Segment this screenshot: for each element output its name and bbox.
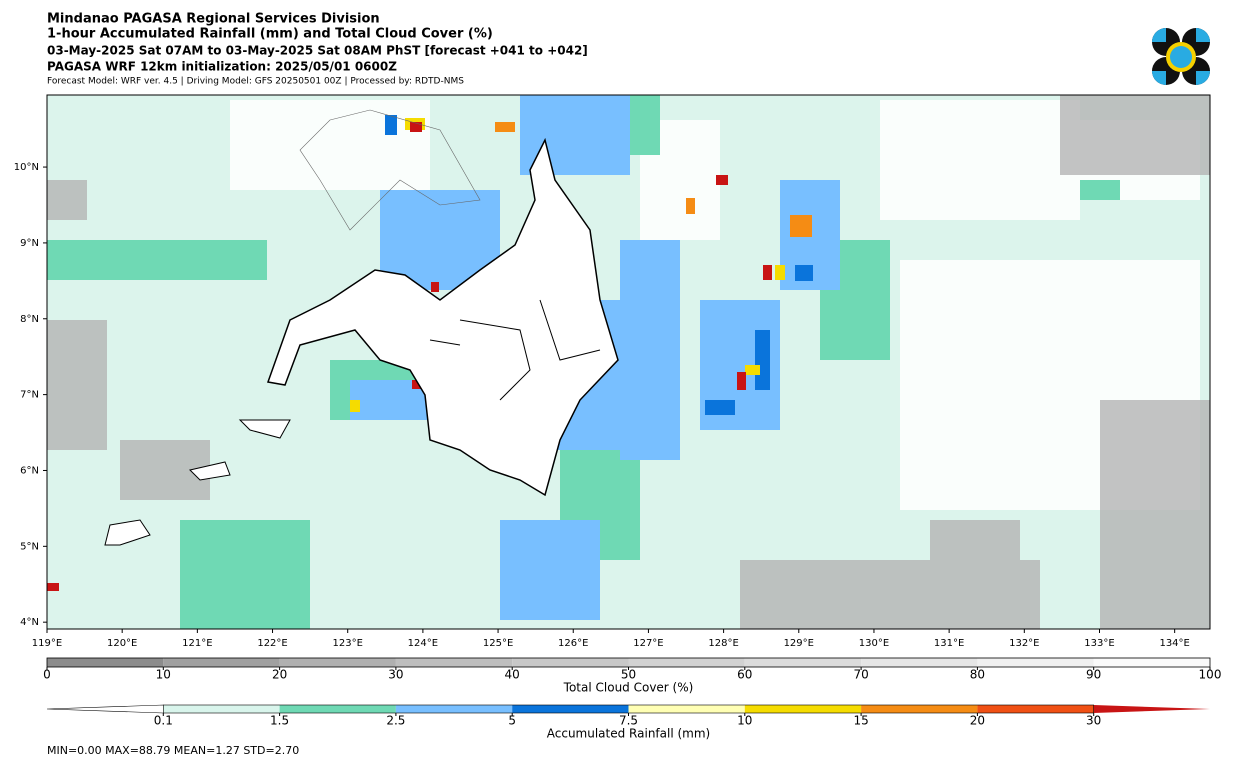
cloud-tick-label: 60: [737, 668, 752, 682]
rain-tick-label: 0.1: [154, 714, 173, 728]
cloud-segment: [47, 658, 164, 667]
rain-tick-label: 30: [1086, 714, 1101, 728]
stats: MIN=0.00 MAX=88.79 MEAN=1.27 STD=2.70: [47, 744, 299, 757]
x-tick-label: 121°E: [182, 638, 212, 649]
x-tick-label: 127°E: [633, 638, 663, 649]
y-tick-label: 7°N: [20, 390, 39, 401]
cloud-tick-label: 70: [853, 668, 868, 682]
cloud-segment: [512, 658, 629, 667]
period: 03-May-2025 Sat 07AM to 03-May-2025 Sat …: [47, 44, 588, 58]
cloud-segment: [977, 658, 1094, 667]
rain-segment: [163, 705, 280, 713]
logo: [1152, 28, 1210, 85]
x-tick-label: 126°E: [558, 638, 588, 649]
x-tick-label: 131°E: [934, 638, 964, 649]
cloud-tick-label: 90: [1086, 668, 1101, 682]
rain-tick-label: 10: [737, 714, 752, 728]
x-tick-label: 129°E: [784, 638, 814, 649]
cloud-label: Total Cloud Cover (%): [563, 681, 694, 695]
rain-segment: [977, 705, 1094, 713]
init: PAGASA WRF 12km initialization: 2025/05/…: [47, 60, 397, 74]
subtitle: 1-hour Accumulated Rainfall (mm) and Tot…: [47, 27, 493, 42]
cloud-segment: [395, 658, 513, 667]
cloud-segment: [163, 658, 280, 667]
cloud-tick-label: 100: [1199, 668, 1222, 682]
map-frame: [46, 94, 1211, 630]
x-tick-label: 119°E: [32, 638, 62, 649]
x-tick-label: 134°E: [1159, 638, 1189, 649]
rain-segment: [395, 705, 513, 713]
cloud-tick-label: 10: [156, 668, 171, 682]
x-tick-label: 124°E: [408, 638, 438, 649]
x-tick-label: 122°E: [257, 638, 287, 649]
x-tick-label: 125°E: [483, 638, 513, 649]
x-tick-label: 120°E: [107, 638, 137, 649]
cloud-tick-label: 80: [970, 668, 985, 682]
x-tick-label: 123°E: [333, 638, 363, 649]
cloud-tick-label: 30: [388, 668, 403, 682]
y-tick-label: 8°N: [20, 314, 39, 325]
y-tick-label: 4°N: [20, 617, 39, 628]
cloud-segment: [1093, 658, 1210, 667]
rain-under: [46, 704, 164, 714]
x-tick-label: 132°E: [1009, 638, 1039, 649]
cloud-tick-label: 0: [43, 668, 51, 682]
map-field: [47, 95, 1210, 629]
rain-segment: [279, 705, 396, 713]
y-tick-label: 10°N: [14, 162, 39, 173]
cloud-segment: [628, 658, 745, 667]
cloud-tick-label: 40: [505, 668, 520, 682]
rain-tick-label: 20: [970, 714, 985, 728]
rain-segment: [512, 705, 629, 713]
rain-tick-label: 5: [508, 714, 516, 728]
model: Forecast Model: WRF ver. 4.5 | Driving M…: [47, 77, 464, 87]
y-tick-label: 6°N: [20, 465, 39, 476]
x-tick-label: 133°E: [1084, 638, 1114, 649]
cloud-segment: [744, 658, 862, 667]
rain-segment: [744, 705, 862, 713]
rain-tick-label: 1.5: [270, 714, 289, 728]
rain-tick-label: 2.5: [386, 714, 405, 728]
rain-segment: [628, 705, 745, 713]
rain-tick-label: 15: [853, 714, 868, 728]
rain-over: [1093, 705, 1210, 713]
rain-label: Accumulated Rainfall (mm): [547, 727, 710, 741]
cloud-segment: [279, 658, 396, 667]
x-tick-label: 130°E: [859, 638, 889, 649]
x-tick-label: 128°E: [708, 638, 738, 649]
y-tick-label: 9°N: [20, 238, 39, 249]
cloud-segment: [861, 658, 978, 667]
rain-tick-label: 7.5: [619, 714, 638, 728]
rain-segment: [861, 705, 978, 713]
title: Mindanao PAGASA Regional Services Divisi…: [47, 12, 380, 27]
cloud-tick-label: 50: [621, 668, 636, 682]
y-tick-label: 5°N: [20, 541, 39, 552]
cloud-tick-label: 20: [272, 668, 287, 682]
